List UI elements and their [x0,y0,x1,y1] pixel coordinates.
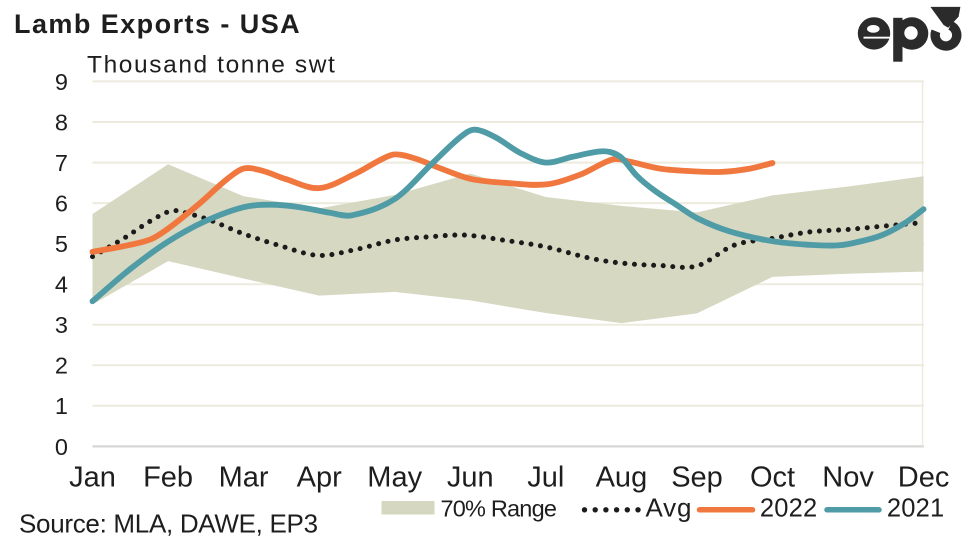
svg-text:2021: 2021 [887,495,945,523]
svg-text:Sep: Sep [671,462,723,494]
svg-text:2: 2 [55,353,68,379]
svg-text:Apr: Apr [297,462,342,494]
svg-text:2022: 2022 [760,495,818,523]
svg-text:Dec: Dec [898,462,950,494]
svg-text:7: 7 [55,150,68,176]
svg-text:6: 6 [55,191,68,217]
svg-text:0: 0 [55,434,68,460]
svg-text:70% Range: 70% Range [441,496,557,522]
svg-text:Oct: Oct [750,462,795,494]
svg-text:Jan: Jan [69,462,116,494]
svg-text:Thousand tonne swt: Thousand tonne swt [87,52,336,79]
svg-text:1: 1 [55,393,68,419]
svg-text:Source: MLA, DAWE, EP3: Source: MLA, DAWE, EP3 [19,509,318,539]
svg-text:5: 5 [55,231,68,257]
svg-text:Aug: Aug [596,462,648,494]
svg-text:Avg: Avg [646,493,693,523]
svg-text:Feb: Feb [143,462,193,494]
svg-text:Jul: Jul [527,462,564,494]
svg-text:3: 3 [55,312,68,338]
svg-text:8: 8 [55,109,68,135]
svg-text:Nov: Nov [822,462,874,494]
svg-text:4: 4 [55,272,68,298]
svg-text:9: 9 [55,69,68,95]
svg-text:Jun: Jun [447,462,494,494]
svg-text:Lamb Exports - USA: Lamb Exports - USA [14,9,301,39]
svg-text:Mar: Mar [219,462,269,494]
svg-text:May: May [367,462,422,494]
